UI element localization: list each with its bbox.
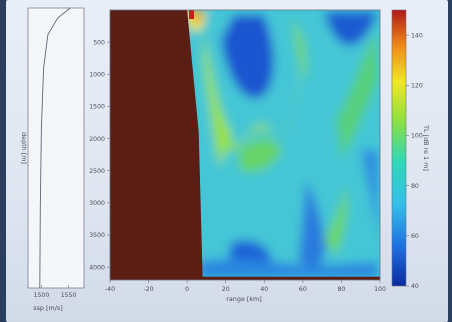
ssp-axes-frame bbox=[27, 7, 85, 289]
colorbar-tick-label: 40 bbox=[411, 283, 419, 290]
tl-x-tick-label: 100 bbox=[374, 286, 386, 293]
tl-field bbox=[110, 10, 380, 280]
colorbar-gradient bbox=[391, 9, 407, 287]
colorbar-tick-label: 140 bbox=[411, 32, 423, 39]
tl-panel: -40 -20 0 20 40 60 80 100 500 1000 1500 2000 2500 30… bbox=[89, 9, 386, 303]
tl-x-tick-label: 60 bbox=[299, 286, 307, 293]
tl-x-axis-label: range [km] bbox=[226, 295, 262, 303]
tl-x-tick-label: 0 bbox=[185, 286, 189, 293]
tl-y-tick-label: 2000 bbox=[89, 136, 105, 143]
colorbar-label: TL [dB re 1 m] bbox=[422, 124, 430, 171]
ssp-panel: 1500 1550 depth [m] ssp [m/s] bbox=[20, 7, 85, 312]
tl-x-tick-label: -20 bbox=[144, 286, 154, 293]
ssp-y-axis-label: depth [m] bbox=[20, 132, 28, 164]
colorbar-tick-label: 120 bbox=[411, 82, 423, 89]
tl-y-tick-label: 500 bbox=[93, 39, 105, 46]
tl-y-tick-label: 1000 bbox=[89, 71, 105, 78]
ssp-x-tick-label: 1550 bbox=[61, 292, 77, 299]
tl-x-tick-label: 80 bbox=[337, 286, 345, 293]
tl-x-tick-label: 20 bbox=[222, 286, 230, 293]
colorbar: 40 60 80 100 120 140 TL [dB re 1 m] bbox=[391, 9, 430, 290]
tl-x-tick-label: -40 bbox=[105, 286, 115, 293]
tl-y-tick-label: 2500 bbox=[89, 168, 105, 175]
tl-y-tick-label: 1500 bbox=[89, 104, 105, 111]
tl-y-tick-label: 3500 bbox=[89, 232, 105, 239]
colorbar-tick-label: 60 bbox=[411, 233, 419, 240]
tl-y-tick-label: 3000 bbox=[89, 200, 105, 207]
colorbar-tick-label: 80 bbox=[411, 183, 419, 190]
slide-background: 1500 1550 depth [m] ssp [m/s] bbox=[6, 0, 448, 322]
ssp-profile-line bbox=[39, 7, 71, 289]
figure: 1500 1550 depth [m] ssp [m/s] bbox=[20, 7, 430, 312]
seabed bbox=[110, 10, 380, 280]
ssp-x-axis-label: ssp [m/s] bbox=[33, 304, 62, 312]
ssp-x-tick-label: 1500 bbox=[34, 292, 50, 299]
tl-axes-frame bbox=[109, 9, 381, 281]
tl-y-tick-label: 4000 bbox=[89, 264, 105, 271]
tl-x-tick-label: 40 bbox=[260, 286, 268, 293]
colorbar-tick-label: 100 bbox=[411, 133, 423, 140]
